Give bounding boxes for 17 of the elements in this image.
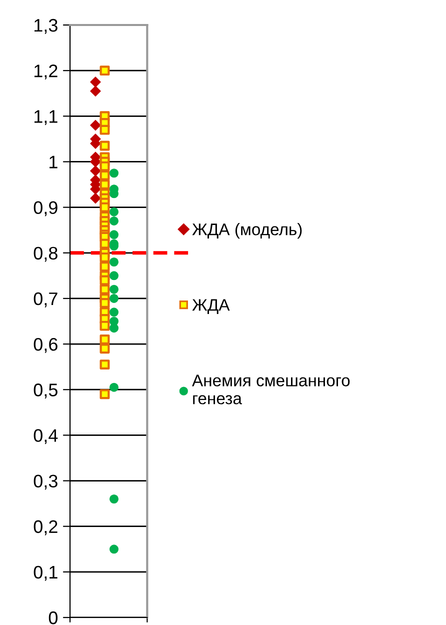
y-tick-label: 0,2 bbox=[34, 520, 58, 536]
y-tick-label: 0,6 bbox=[34, 338, 58, 353]
legend-label: ЖДА bbox=[192, 299, 230, 314]
y-tick-label: 0,8 bbox=[34, 246, 58, 262]
y-tick-label: 1,2 bbox=[34, 64, 58, 80]
y-tick-label: 0,5 bbox=[34, 384, 58, 398]
y-tick-label: 1,3 bbox=[34, 18, 58, 34]
legend-label: Анемия смешанного генеза bbox=[192, 374, 350, 404]
y-tick-label: 0,7 bbox=[34, 292, 58, 308]
y-tick-label: 0,3 bbox=[34, 474, 58, 490]
y-tick-label: 0 bbox=[48, 611, 58, 624]
y-tick-label: 0,4 bbox=[34, 429, 58, 444]
y-tick-label: 0,1 bbox=[34, 566, 58, 581]
y-tick-label: 1,1 bbox=[34, 110, 58, 126]
y-tick-label: 1 bbox=[50, 156, 58, 168]
y-tick-label: 0,9 bbox=[34, 201, 58, 216]
legend-label: ЖДА (модель) bbox=[192, 223, 302, 239]
